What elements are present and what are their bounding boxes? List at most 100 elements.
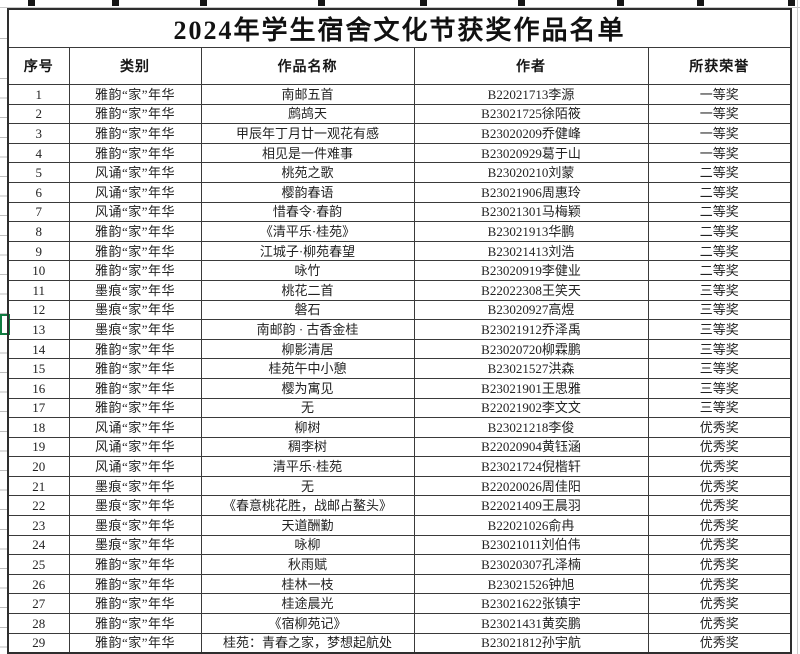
cell-author[interactable]: B22021409王晨羽 [413, 495, 649, 517]
cell-no[interactable]: 23 [7, 515, 70, 536]
col-header-award[interactable]: 所获荣誉 [647, 47, 792, 85]
cell-no[interactable]: 2 [7, 103, 70, 125]
cell-work[interactable]: 天道酬勤 [200, 515, 415, 536]
cell-author[interactable]: B23021622张镇宇 [413, 593, 649, 615]
cell-author[interactable]: B23021912乔泽禹 [413, 319, 649, 340]
cell-category[interactable]: 雅韵“家”年华 [68, 613, 202, 634]
cell-work[interactable]: 秋雨赋 [200, 554, 415, 575]
cell-author[interactable]: B23021431黄奕鹏 [413, 613, 649, 634]
cell-author[interactable]: B22022308王笑天 [413, 279, 649, 301]
cell-award[interactable]: 一等奖 [647, 123, 792, 144]
cell-award[interactable]: 一等奖 [647, 103, 792, 125]
cell-no[interactable]: 21 [7, 475, 70, 497]
cell-work[interactable]: 甲辰年丁月廿一观花有感 [200, 123, 415, 144]
cell-category[interactable]: 雅韵“家”年华 [68, 397, 202, 419]
cell-category[interactable]: 墨痕“家”年华 [68, 495, 202, 517]
cell-award[interactable]: 二等奖 [647, 240, 792, 262]
cell-award[interactable]: 三等奖 [647, 338, 792, 360]
cell-category[interactable]: 风诵“家”年华 [68, 417, 202, 438]
cell-award[interactable]: 优秀奖 [647, 475, 792, 497]
cell-author[interactable]: B23021527洪森 [413, 358, 649, 379]
cell-work[interactable]: 桃苑之歌 [200, 162, 415, 183]
cell-no[interactable]: 5 [7, 162, 70, 183]
cell-award[interactable]: 三等奖 [647, 299, 792, 321]
cell-author[interactable]: B23020919李健业 [413, 260, 649, 281]
cell-no[interactable]: 18 [7, 417, 70, 438]
cell-no[interactable]: 16 [7, 377, 70, 399]
cell-no[interactable]: 10 [7, 260, 70, 281]
cell-category[interactable]: 风诵“家”年华 [68, 201, 202, 223]
cell-no[interactable]: 8 [7, 221, 70, 242]
cell-author[interactable]: B22020026周佳阳 [413, 475, 649, 497]
cell-category[interactable]: 风诵“家”年华 [68, 456, 202, 477]
cell-no[interactable]: 22 [7, 495, 70, 517]
cell-award[interactable]: 优秀奖 [647, 593, 792, 615]
cell-award[interactable]: 优秀奖 [647, 632, 792, 654]
cell-category[interactable]: 风诵“家”年华 [68, 436, 202, 458]
cell-author[interactable]: B22021026俞冉 [413, 515, 649, 536]
cell-award[interactable]: 二等奖 [647, 221, 792, 242]
cell-author[interactable]: B22020904黄钰涵 [413, 436, 649, 458]
cell-no[interactable]: 3 [7, 123, 70, 144]
cell-category[interactable]: 墨痕“家”年华 [68, 475, 202, 497]
page-title[interactable]: 2024年学生宿舍文化节获奖作品名单 [7, 8, 792, 48]
cell-no[interactable]: 19 [7, 436, 70, 458]
cell-work[interactable]: 相见是一件难事 [200, 142, 415, 164]
cell-work[interactable]: 樱韵春语 [200, 181, 415, 203]
cell-work[interactable]: 磐石 [200, 299, 415, 321]
cell-category[interactable]: 雅韵“家”年华 [68, 260, 202, 281]
cell-no[interactable]: 26 [7, 573, 70, 595]
cell-category[interactable]: 雅韵“家”年华 [68, 377, 202, 399]
cell-author[interactable]: B23021218李俊 [413, 417, 649, 438]
cell-work[interactable]: 稠李树 [200, 436, 415, 458]
cell-author[interactable]: B23020720柳霖鹏 [413, 338, 649, 360]
cell-category[interactable]: 墨痕“家”年华 [68, 534, 202, 556]
cell-award[interactable]: 三等奖 [647, 377, 792, 399]
cell-category[interactable]: 雅韵“家”年华 [68, 554, 202, 575]
cell-category[interactable]: 墨痕“家”年华 [68, 319, 202, 340]
cell-work[interactable]: 《宿柳苑记》 [200, 613, 415, 634]
cell-work[interactable]: 无 [200, 475, 415, 497]
cell-author[interactable]: B23021913华鹏 [413, 221, 649, 242]
cell-work[interactable]: 柳影清居 [200, 338, 415, 360]
cell-award[interactable]: 三等奖 [647, 279, 792, 301]
cell-no[interactable]: 14 [7, 338, 70, 360]
cell-work[interactable]: 咏柳 [200, 534, 415, 556]
cell-author[interactable]: B23021901王思雅 [413, 377, 649, 399]
cell-category[interactable]: 雅韵“家”年华 [68, 221, 202, 242]
cell-work[interactable]: 南邮五首 [200, 84, 415, 105]
cell-award[interactable]: 优秀奖 [647, 613, 792, 634]
cell-award[interactable]: 优秀奖 [647, 436, 792, 458]
cell-award[interactable]: 优秀奖 [647, 417, 792, 438]
cell-work[interactable]: 桂林一枝 [200, 573, 415, 595]
cell-no[interactable]: 7 [7, 201, 70, 223]
cell-no[interactable]: 15 [7, 358, 70, 379]
cell-author[interactable]: B23021724倪楷轩 [413, 456, 649, 477]
cell-no[interactable]: 29 [7, 632, 70, 654]
cell-author[interactable]: B23020929葛于山 [413, 142, 649, 164]
cell-work[interactable]: 桂苑午中小憩 [200, 358, 415, 379]
cell-work[interactable]: 无 [200, 397, 415, 419]
cell-no[interactable]: 11 [7, 279, 70, 301]
cell-no[interactable]: 25 [7, 554, 70, 575]
cell-author[interactable]: B23021812孙宇航 [413, 632, 649, 654]
cell-no[interactable]: 12 [7, 299, 70, 321]
cell-award[interactable]: 一等奖 [647, 142, 792, 164]
cell-work[interactable]: 清平乐·桂苑 [200, 456, 415, 477]
cell-work[interactable]: 江城子·柳苑春望 [200, 240, 415, 262]
cell-category[interactable]: 墨痕“家”年华 [68, 279, 202, 301]
cell-award[interactable]: 优秀奖 [647, 456, 792, 477]
cell-no[interactable]: 9 [7, 240, 70, 262]
cell-award[interactable]: 优秀奖 [647, 534, 792, 556]
cell-author[interactable]: B23021725徐陌筱 [413, 103, 649, 125]
cell-author[interactable]: B23021526钟旭 [413, 573, 649, 595]
cell-work[interactable]: 桃花二首 [200, 279, 415, 301]
cell-award[interactable]: 三等奖 [647, 319, 792, 340]
cell-category[interactable]: 雅韵“家”年华 [68, 142, 202, 164]
cell-award[interactable]: 一等奖 [647, 84, 792, 105]
cell-award[interactable]: 优秀奖 [647, 515, 792, 536]
cell-work[interactable]: 樱为寓见 [200, 377, 415, 399]
cell-work[interactable]: 柳树 [200, 417, 415, 438]
cell-category[interactable]: 雅韵“家”年华 [68, 593, 202, 615]
cell-category[interactable]: 雅韵“家”年华 [68, 573, 202, 595]
